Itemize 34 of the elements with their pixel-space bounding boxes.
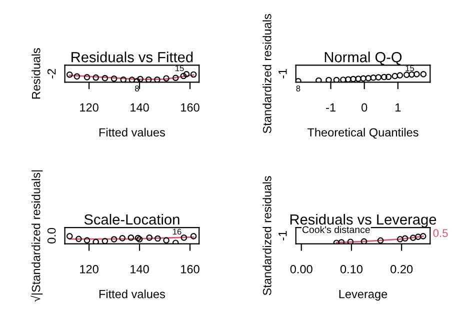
chart-title: Normal Q-Q xyxy=(324,52,402,65)
text: 0.0 xyxy=(47,228,56,244)
x-tick-label: 1 xyxy=(396,103,401,112)
x-tick-label: 120 xyxy=(80,264,98,274)
annotation: 16 xyxy=(173,228,182,235)
y-axis-title: Standardized residuals xyxy=(262,14,272,134)
y-axis-title: Residuals xyxy=(32,48,40,99)
annotation: 8 xyxy=(296,86,300,92)
x-axis-title: Fitted values xyxy=(99,128,165,137)
x-tick-label: 0 xyxy=(362,103,368,112)
text: Cook's distance xyxy=(302,226,370,234)
x-axis-title: Leverage xyxy=(339,290,388,301)
x-tick-label: 160 xyxy=(181,103,200,112)
x-tick-label: -1 xyxy=(326,103,336,112)
x-tick-label: 120 xyxy=(80,103,98,112)
text: -1 xyxy=(278,69,287,78)
chart-title: Scale-Location xyxy=(84,214,180,225)
annotation: 8 xyxy=(135,86,139,92)
x-tick-label: 0.20 xyxy=(390,264,413,274)
x-axis-title: Fitted values xyxy=(99,290,165,298)
x-tick-label: 0.00 xyxy=(290,264,312,274)
x-tick-label: 140 xyxy=(130,264,149,274)
text: -2 xyxy=(47,69,56,78)
y-axis-title: √|Standardized residuals| xyxy=(30,170,43,302)
x-tick-label: 140 xyxy=(130,103,149,112)
chart-title: Residuals vs Fitted xyxy=(72,52,193,62)
y-axis-title: Standardized residuals xyxy=(262,176,272,296)
text: -1 xyxy=(278,231,287,240)
x-tick-label: 160 xyxy=(181,264,200,274)
x-axis-title: Theoretical Quantiles xyxy=(307,128,418,139)
text: 0.5 xyxy=(433,229,448,238)
annotation: 15 xyxy=(176,65,184,72)
annotation: 15 xyxy=(406,65,414,72)
x-tick-label: 0.10 xyxy=(340,264,362,274)
